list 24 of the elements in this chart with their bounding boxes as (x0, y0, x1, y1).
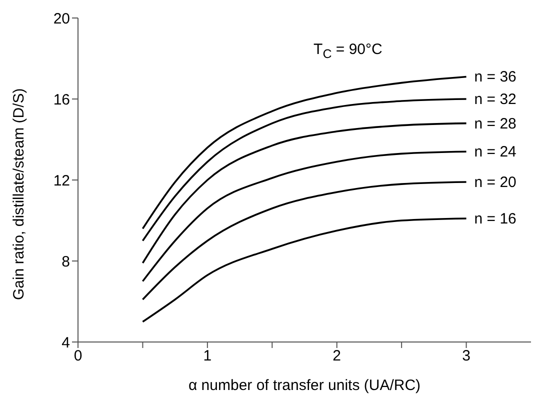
x-tick-label: 3 (462, 348, 470, 365)
x-tick-label: 0 (74, 348, 82, 365)
line-series (142, 150, 468, 282)
series-label: n = 16 (474, 210, 516, 228)
series-label: n = 20 (474, 174, 516, 192)
line-series (142, 76, 468, 230)
line-series (142, 218, 468, 323)
x-tick-label: 1 (203, 348, 212, 365)
series-label: n = 28 (474, 115, 516, 132)
y-tick-label: 12 (53, 172, 70, 190)
x-tick-label: 2 (332, 348, 342, 365)
y-tick-label: 20 (53, 10, 70, 28)
line-series (142, 181, 468, 300)
annotation: T$_{C}$ = 90°C (314, 40, 382, 61)
line-series (142, 98, 468, 242)
y-axis-title: Gain ratio, distillate/steam (D/S) (10, 88, 28, 300)
y-tick-label: 16 (53, 91, 70, 108)
y-tick-label: 8 (62, 253, 70, 270)
x-axis-title: α number of transfer units (UA/RC) (188, 377, 421, 394)
series-label: n = 36 (474, 68, 516, 86)
line-series (142, 122, 468, 264)
series-label: n = 32 (474, 91, 516, 108)
y-tick-label: 4 (62, 334, 70, 352)
series-label: n = 24 (474, 144, 516, 161)
